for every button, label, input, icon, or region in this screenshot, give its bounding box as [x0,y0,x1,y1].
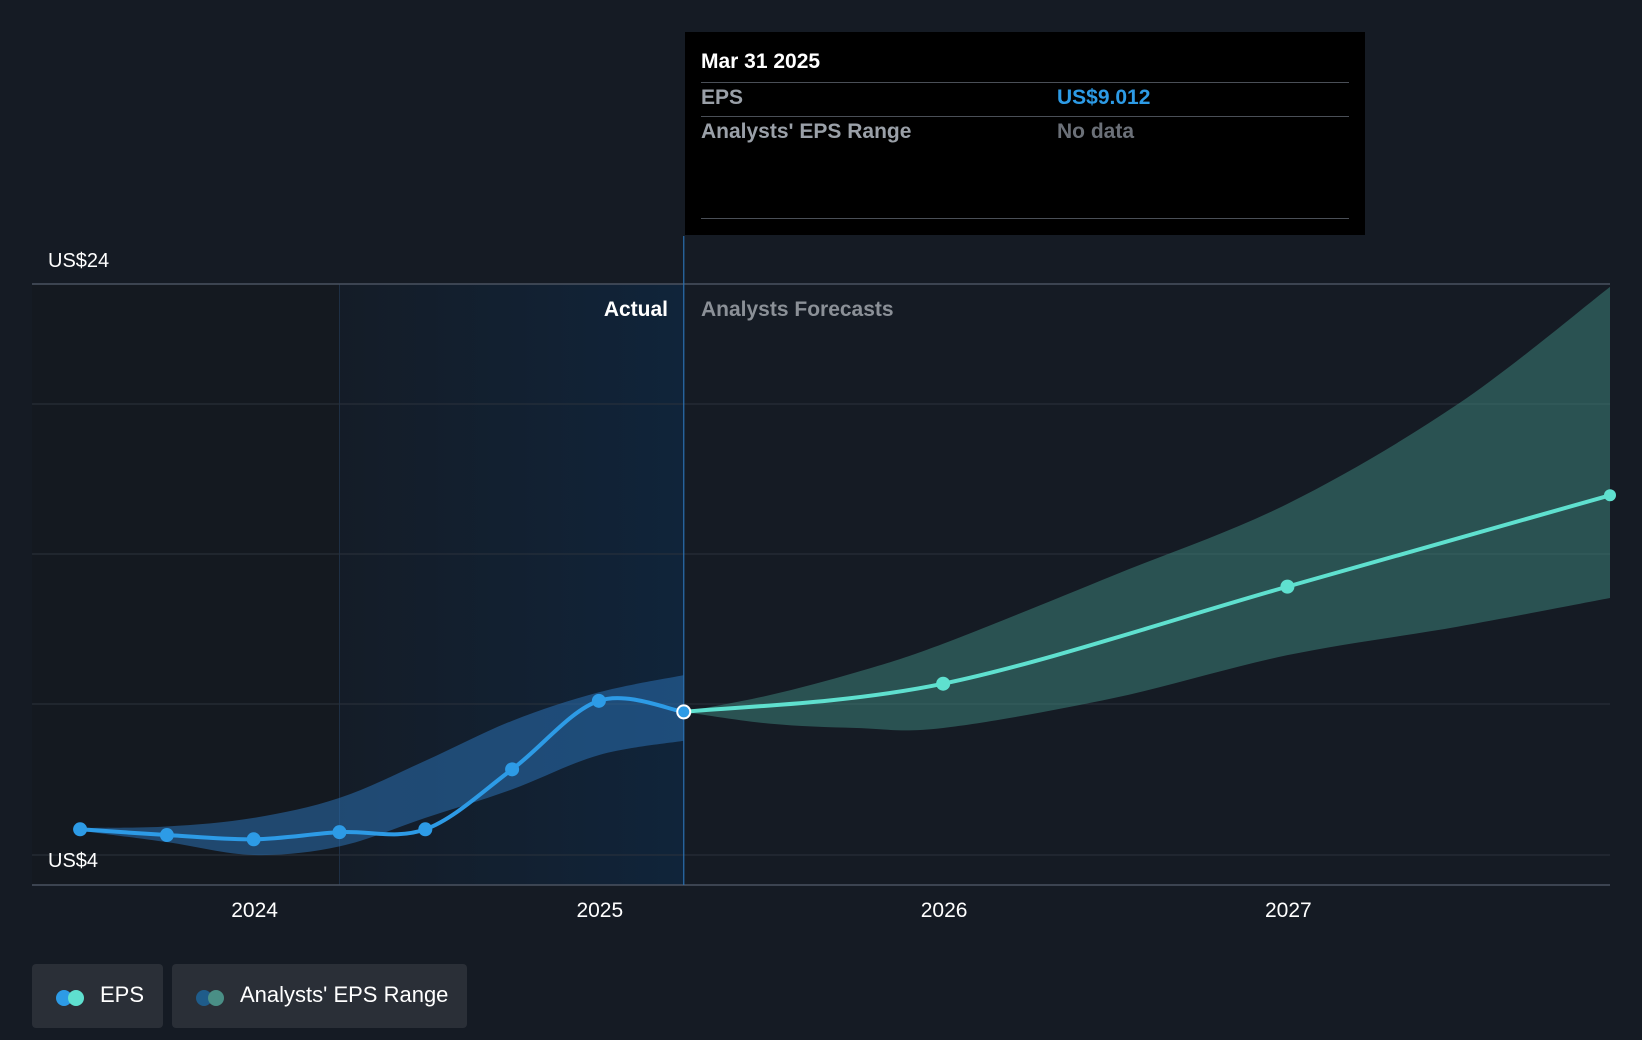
tooltip-range-label: Analysts' EPS Range [701,120,912,143]
eps-point [159,828,174,843]
eps-point [418,822,433,837]
section-label-forecast: Analysts Forecasts [701,298,894,321]
eps-point [1604,489,1616,502]
tooltip-eps-value: US$9.012 [1057,86,1151,109]
eps-point [246,832,261,847]
legend-label: Analysts' EPS Range [240,982,449,1007]
eps-point [73,822,88,837]
tooltip-divider [701,218,1349,219]
legend-label: EPS [100,982,145,1007]
eps-range-band-actual [80,675,684,856]
legend-item-analysts-range[interactable]: Analysts' EPS Range [172,964,467,1028]
tooltip-eps-label: EPS [701,86,744,109]
eps-point [505,762,520,777]
legend-item-eps[interactable]: EPS [32,964,163,1028]
section-label-actual: Actual [604,298,668,321]
eps-point [936,676,951,691]
y-axis-label-bottom: US$4 [48,850,98,872]
past-region [32,284,340,885]
tooltip-range-value: No data [1057,120,1135,143]
x-tick-label: 2027 [1265,899,1312,922]
eps-point [1280,579,1295,594]
y-axis-label-top: US$24 [48,250,109,272]
x-tick-label: 2024 [231,899,278,922]
eps-point [332,825,347,840]
eps-legend-icon [68,990,84,1006]
tooltip-divider [701,82,1349,83]
tooltip-divider [701,116,1349,117]
tooltip: Mar 31 2025 EPS US$9.012 Analysts' EPS R… [685,32,1365,235]
eps-highlight-point-inner [678,706,690,718]
eps-point [591,693,606,708]
x-tick-label: 2026 [921,899,968,922]
eps-line-forecast [681,493,1612,714]
x-tick-label: 2025 [576,899,623,922]
tooltip-date: Mar 31 2025 [701,50,821,73]
range-legend-icon [208,990,224,1006]
eps-line-actual [78,696,686,842]
eps-range-band-forecast [683,286,1610,731]
